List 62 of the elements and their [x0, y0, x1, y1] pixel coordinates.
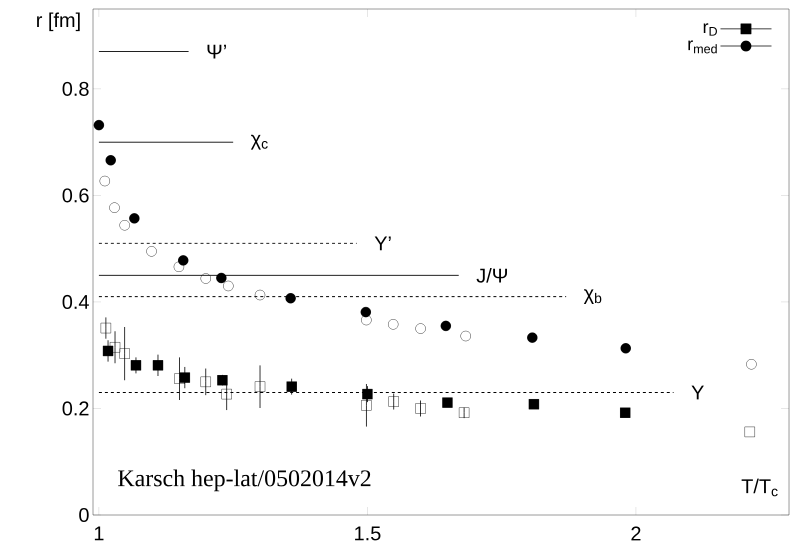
series-label: Υ’ [374, 236, 391, 250]
point [415, 403, 426, 414]
point [129, 213, 140, 224]
x-axis-title: T/T$_{c}$ [742, 478, 778, 496]
point [458, 408, 470, 418]
point [146, 246, 157, 257]
point [415, 323, 426, 334]
point [254, 290, 266, 300]
point [361, 400, 372, 410]
legend-label: r$_{med}$ [688, 40, 717, 54]
point [527, 332, 538, 343]
y-tick-label: 0.6 [62, 188, 89, 202]
point [222, 388, 232, 400]
point [119, 348, 130, 359]
point [152, 360, 164, 371]
point [254, 381, 266, 392]
point [528, 399, 540, 410]
legend-label: r$_{D}$ [704, 23, 717, 36]
y-tick-label: 0.4 [62, 294, 89, 309]
point [440, 320, 452, 332]
point [200, 273, 211, 284]
point [216, 272, 227, 284]
x-tick-label: 2 [631, 526, 640, 540]
point [388, 319, 398, 330]
point [100, 322, 112, 334]
y-axis-title: r [fm] [37, 12, 80, 32]
point [94, 120, 104, 130]
series-label: χ$_{c}$ [250, 134, 268, 150]
point [746, 359, 757, 370]
point [362, 388, 373, 400]
point [360, 306, 372, 318]
point [460, 330, 471, 342]
series-label: Ψ’ [208, 44, 226, 58]
y-tick-label: 0.2 [62, 401, 88, 416]
point [442, 397, 453, 408]
point [109, 202, 120, 213]
point [178, 255, 188, 266]
series-label: Υ [692, 386, 704, 400]
point [174, 262, 184, 272]
point [174, 373, 185, 384]
series-label: χ$_{b}$ [584, 289, 602, 304]
point [130, 360, 142, 371]
x-tick-label: 1.5 [355, 526, 380, 540]
point [361, 314, 372, 326]
point [744, 426, 756, 438]
y-tick-label: 0 [79, 508, 89, 522]
point [102, 346, 114, 356]
point [620, 408, 630, 418]
point [119, 220, 130, 230]
series-label: J/Ψ [476, 268, 507, 283]
y-tick-label: 0.8 [62, 82, 89, 96]
point [217, 375, 228, 386]
point [285, 293, 296, 304]
point [388, 396, 399, 407]
annotation: Karsch hep-lat/0502014v2 [118, 470, 370, 492]
point [106, 155, 116, 166]
x-tick-label: 1 [94, 526, 104, 540]
point [286, 381, 297, 392]
point [200, 376, 211, 388]
point [223, 280, 234, 292]
point [100, 176, 110, 186]
point [620, 343, 631, 354]
